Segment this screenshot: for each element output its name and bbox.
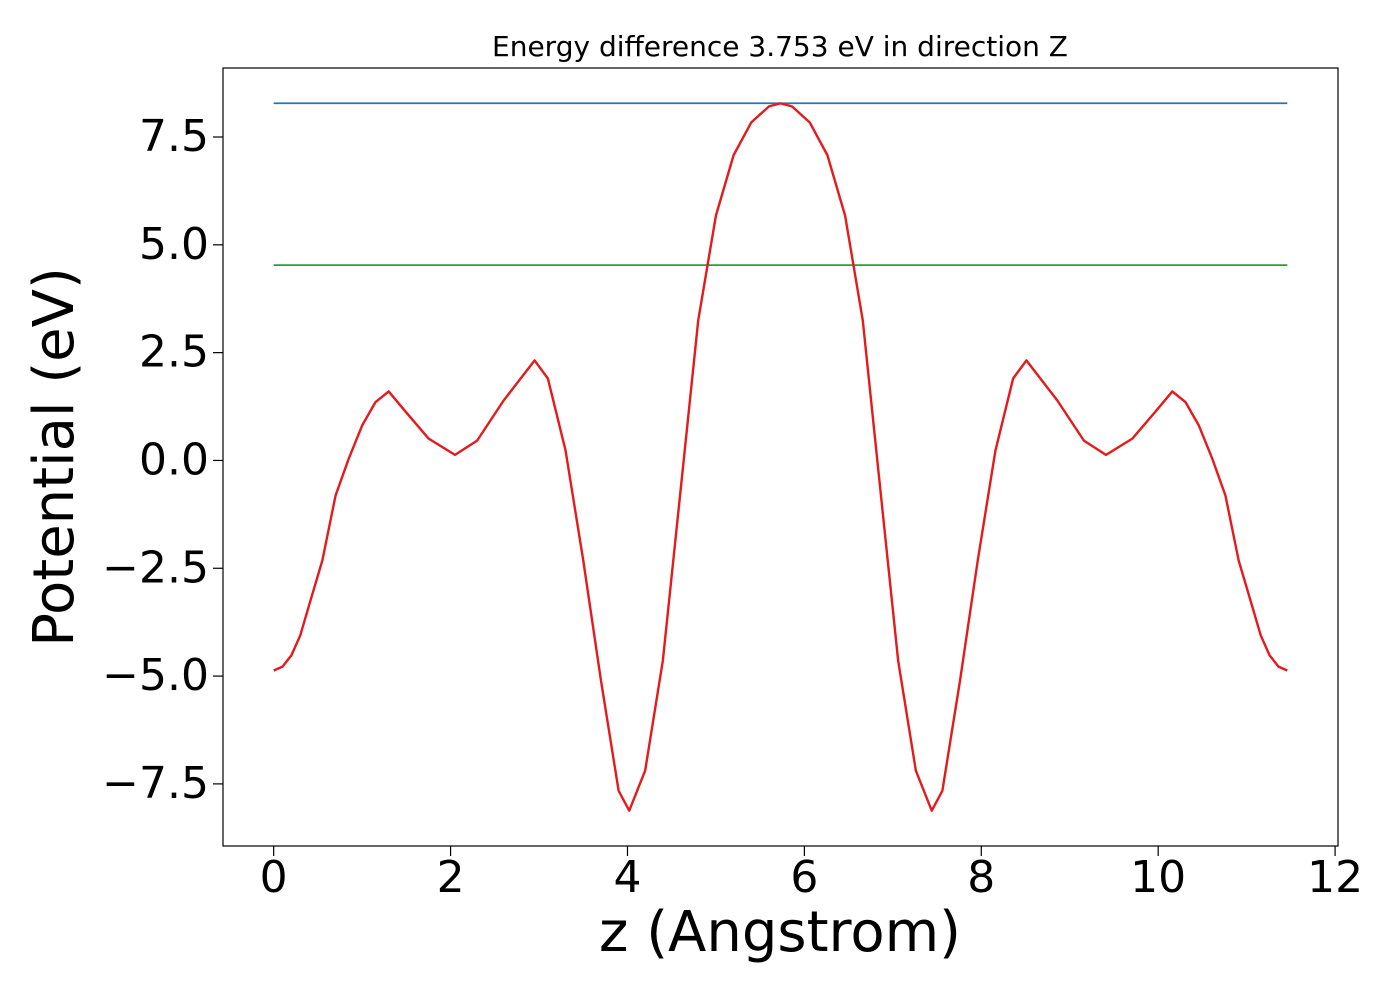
y-tick-label: 2.5 (139, 327, 209, 378)
x-tick-label: 0 (260, 852, 288, 903)
chart-title: Energy difference 3.753 eV in direction … (492, 30, 1068, 63)
x-tick-label: 2 (437, 852, 465, 903)
line-series (273, 102, 1288, 812)
y-tick-label: −2.5 (102, 542, 209, 593)
x-tick-label: 12 (1307, 852, 1363, 903)
y-tick-label: 0.0 (139, 434, 209, 485)
x-axis-label: z (Angstrom) (599, 900, 961, 965)
x-tick-label: 4 (613, 852, 641, 903)
x-tick-label: 8 (967, 852, 995, 903)
y-axis-label: Potential (eV) (22, 267, 87, 647)
plot-frame (222, 67, 1339, 847)
y-tick-label: −5.0 (102, 650, 209, 701)
y-tick-label: 5.0 (139, 219, 209, 270)
y-tick-label: 7.5 (139, 111, 209, 162)
y-tick-label: −7.5 (102, 758, 209, 809)
x-tick-label: 6 (790, 852, 818, 903)
x-tick-label: 10 (1130, 852, 1186, 903)
